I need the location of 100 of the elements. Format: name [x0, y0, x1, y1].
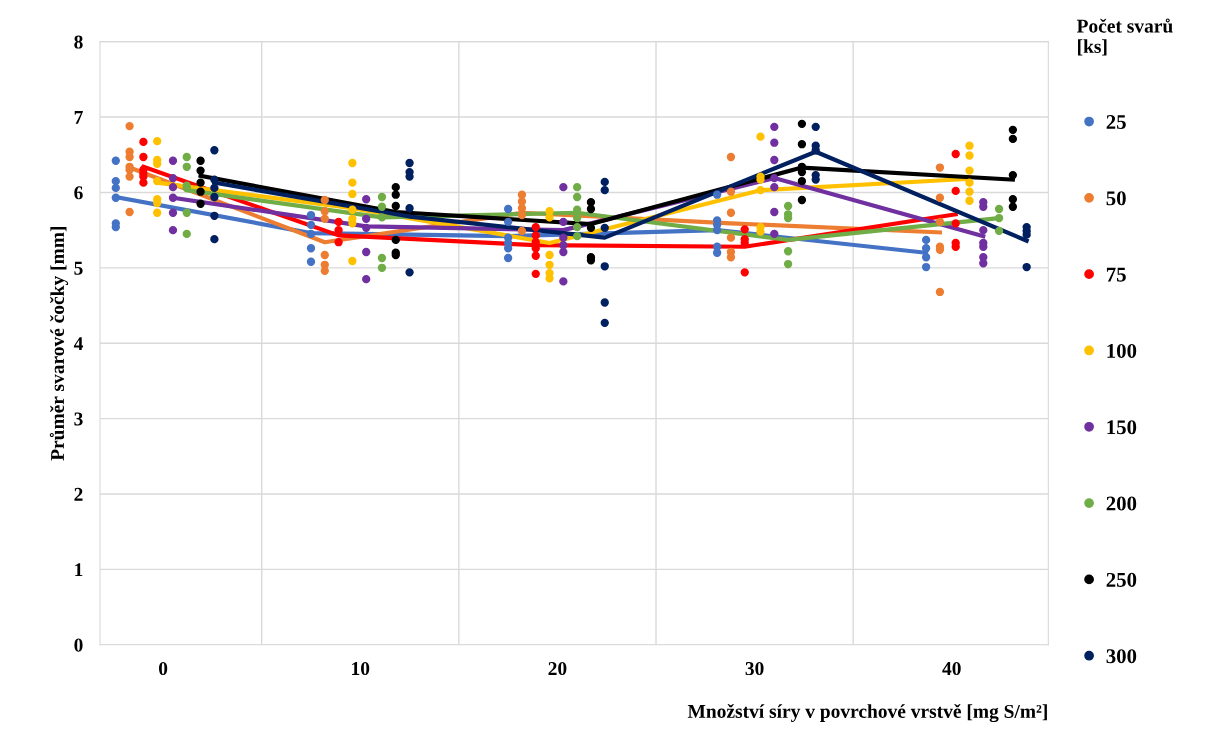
y-tick-label: 4 [73, 337, 83, 350]
point [196, 199, 205, 208]
point [1008, 195, 1018, 204]
point [348, 158, 357, 168]
y-tick-label: 1 [75, 563, 83, 577]
point [600, 318, 609, 328]
point [965, 178, 974, 187]
point [334, 225, 343, 235]
point [783, 259, 793, 269]
point [182, 208, 191, 217]
point [503, 244, 513, 253]
legend-label: 100 [1107, 343, 1137, 358]
point [405, 204, 414, 213]
point [111, 193, 120, 202]
point [921, 262, 931, 272]
x-tick-label: 20 [548, 661, 567, 676]
point [210, 235, 219, 244]
y-tick-label: 7 [74, 111, 83, 124]
legend-label: 200 [1106, 496, 1137, 511]
x-tick-label: 0 [158, 661, 168, 676]
point [517, 226, 527, 236]
point [320, 214, 329, 223]
point [994, 213, 1004, 223]
point [196, 156, 205, 165]
point [362, 214, 371, 223]
y-tick-label: 0 [74, 638, 83, 652]
point [740, 225, 749, 234]
point [306, 244, 316, 253]
point [572, 222, 582, 232]
point [168, 156, 178, 165]
point [965, 141, 974, 150]
x-tick-label: 30 [745, 661, 764, 676]
point [559, 247, 568, 257]
point [139, 178, 148, 187]
point [210, 146, 219, 155]
x-axis-title: Množství síry v povrchové vrstvě [mg S/m²] [687, 704, 1047, 723]
y-tick-label: 8 [74, 35, 83, 49]
point [531, 269, 540, 279]
point [545, 274, 554, 283]
y-axis-title: Průměr svarové čočky [mm] [49, 227, 69, 461]
point [531, 251, 540, 260]
point [712, 248, 722, 257]
y-tick-label: 5 [74, 261, 83, 275]
point [712, 190, 722, 199]
point [334, 238, 343, 247]
point [545, 213, 554, 222]
y-tick-label: 3 [74, 412, 83, 426]
point [600, 186, 609, 195]
point [921, 253, 931, 262]
point [334, 217, 343, 226]
point [362, 195, 371, 204]
point [994, 204, 1004, 214]
point [320, 207, 329, 216]
point [377, 202, 387, 211]
point [572, 182, 582, 192]
point [770, 173, 779, 183]
point [811, 122, 820, 132]
point [921, 235, 931, 245]
point [1008, 125, 1018, 135]
point [1008, 202, 1018, 211]
x-tick-label: 10 [352, 661, 370, 676]
point [811, 146, 820, 155]
point [600, 262, 609, 271]
point [391, 235, 400, 245]
point [111, 183, 120, 193]
point [935, 287, 945, 297]
point [994, 226, 1004, 236]
point [306, 257, 316, 266]
point [1008, 134, 1018, 144]
point [965, 196, 974, 205]
point [168, 208, 178, 217]
point [600, 298, 609, 307]
point [348, 256, 357, 266]
point [377, 213, 387, 222]
point [391, 201, 400, 211]
point [377, 192, 387, 202]
point [210, 183, 219, 193]
point [726, 233, 736, 242]
point [979, 259, 988, 268]
point [362, 274, 371, 284]
point [572, 231, 582, 241]
point [306, 229, 316, 239]
point [559, 277, 568, 286]
point [503, 204, 513, 214]
point [362, 223, 371, 233]
point [951, 219, 960, 228]
point [362, 247, 371, 257]
point [182, 152, 191, 162]
point [153, 137, 162, 146]
point [1022, 262, 1031, 272]
point [405, 158, 414, 168]
point [391, 182, 400, 192]
point [600, 177, 609, 187]
point [979, 225, 988, 235]
point [168, 173, 178, 183]
point [306, 220, 316, 230]
point [196, 178, 205, 187]
x-tick-label: 40 [942, 661, 961, 676]
point [756, 186, 765, 195]
point [111, 156, 120, 165]
